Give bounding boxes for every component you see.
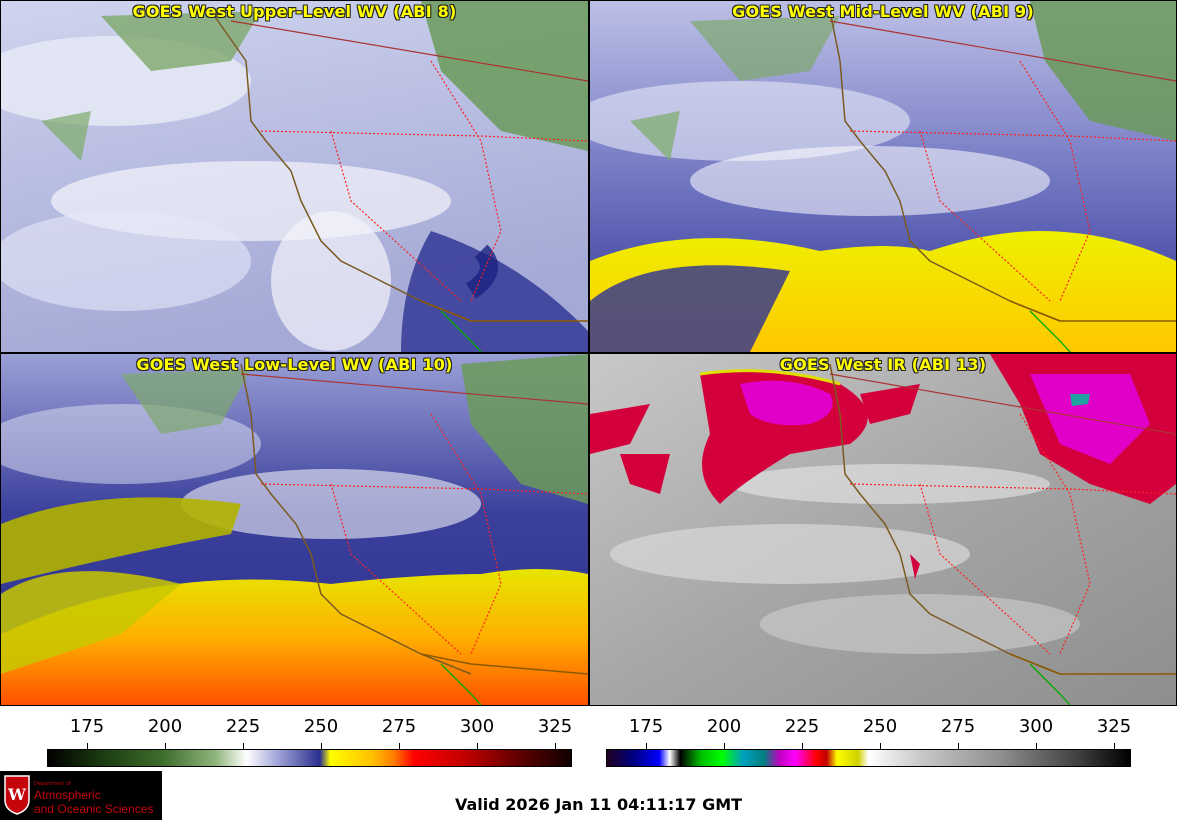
aos-logo: W Department of Atmospheric and Oceanic … — [0, 771, 162, 820]
panel-low-level-wv: GOES West Low-Level WV (ABI 10) — [1, 354, 588, 705]
wv-tick-label: 250 — [303, 716, 339, 737]
wv-tick-mark — [477, 743, 478, 749]
wv-tick-mark — [87, 743, 88, 749]
wv-tick-mark — [399, 743, 400, 749]
ir-tick-label: 325 — [1096, 716, 1132, 737]
ir-tick-mark — [1114, 743, 1115, 749]
valid-time: Valid 2026 Jan 11 04:11:17 GMT — [455, 795, 743, 814]
ir-tick-label: 250 — [862, 716, 898, 737]
wv-tick-label: 300 — [459, 716, 495, 737]
wv-tick-mark — [243, 743, 244, 749]
wv-colorbar: 175 200 225 250 275 300 325 — [47, 716, 572, 768]
panel-title: GOES West Upper-Level WV (ABI 8) — [132, 2, 457, 21]
ir-tick-mark — [880, 743, 881, 749]
ir-tick-label: 175 — [628, 716, 664, 737]
ir-colorbar: 175 200 225 250 275 300 325 — [606, 716, 1131, 768]
logo-name-line2: and Oceanic Sciences — [34, 802, 154, 816]
wv-tick-mark — [165, 743, 166, 749]
ir-color-strip — [606, 749, 1131, 767]
panel-title: GOES West IR (ABI 13) — [779, 355, 987, 374]
wv-color-strip — [47, 749, 572, 767]
ir-tick-label: 275 — [940, 716, 976, 737]
ir-tick-mark — [802, 743, 803, 749]
satellite-panel-grid: GOES West Upper-Level WV (ABI 8) — [0, 0, 1177, 706]
ir-image — [590, 354, 1176, 705]
low-level-wv-image — [1, 354, 588, 705]
wv-tick-mark — [555, 743, 556, 749]
panel-mid-level-wv: GOES West Mid-Level WV (ABI 9) — [590, 1, 1176, 352]
crest-letter: W — [7, 785, 27, 804]
wv-tick-label: 175 — [69, 716, 105, 737]
panel-title: GOES West Mid-Level WV (ABI 9) — [732, 2, 1034, 21]
upper-level-wv-image — [1, 1, 588, 352]
logo-name-line1: Atmospheric — [34, 788, 101, 802]
uw-crest-icon: W — [4, 775, 30, 815]
ir-tick-mark — [724, 743, 725, 749]
ir-tick-label: 300 — [1018, 716, 1054, 737]
panel-upper-level-wv: GOES West Upper-Level WV (ABI 8) — [1, 1, 588, 352]
wv-tick-mark — [321, 743, 322, 749]
wv-tick-label: 200 — [147, 716, 183, 737]
ir-tick-mark — [1036, 743, 1037, 749]
panel-title: GOES West Low-Level WV (ABI 10) — [136, 355, 453, 374]
logo-dept-line: Department of — [34, 781, 71, 787]
wv-tick-label: 325 — [537, 716, 573, 737]
wv-colorbar-ticks: 175 200 225 250 275 300 325 — [47, 716, 572, 740]
ir-tick-mark — [646, 743, 647, 749]
ir-tick-mark — [958, 743, 959, 749]
mid-level-wv-image — [590, 1, 1176, 352]
panel-ir: GOES West IR (ABI 13) — [590, 354, 1176, 705]
wv-tick-label: 225 — [225, 716, 261, 737]
wv-tick-label: 275 — [381, 716, 417, 737]
ir-tick-label: 200 — [706, 716, 742, 737]
ir-tick-label: 225 — [784, 716, 820, 737]
ir-colorbar-ticks: 175 200 225 250 275 300 325 — [606, 716, 1131, 740]
